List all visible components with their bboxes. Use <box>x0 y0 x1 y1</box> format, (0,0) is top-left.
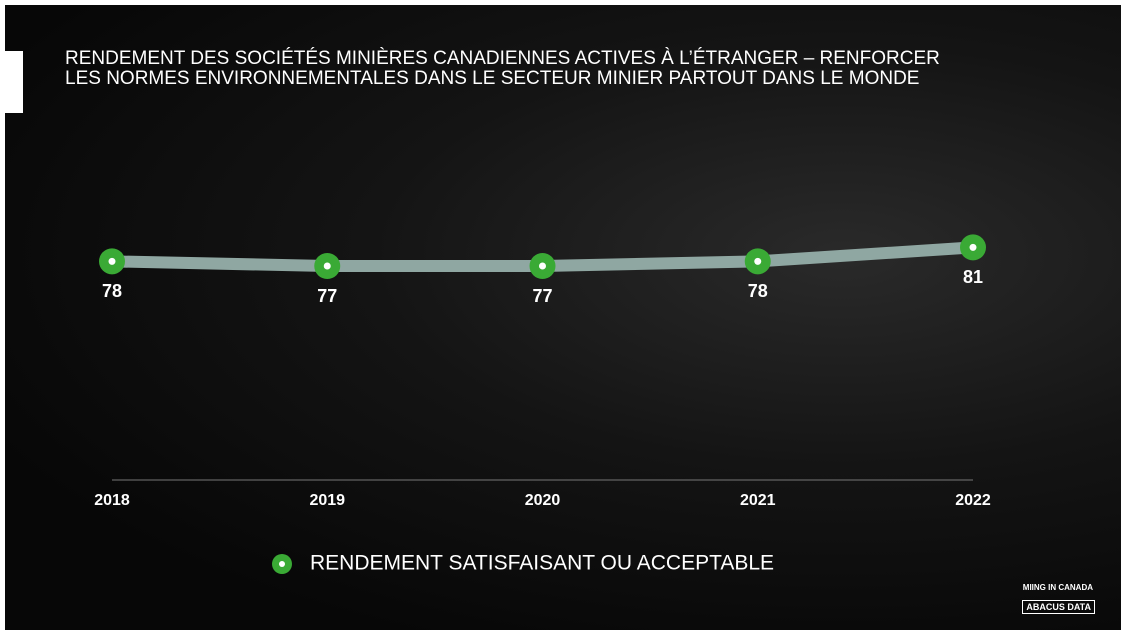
x-tick-label: 2021 <box>740 492 776 509</box>
data-label: 77 <box>532 286 552 306</box>
data-point-center <box>108 257 116 265</box>
chart-title: RENDEMENT DES SOCIÉTÉS MINIÈRES CANADIEN… <box>65 48 940 89</box>
legend-marker-center <box>279 561 285 567</box>
legend-label: RENDEMENT SATISFAISANT OU ACCEPTABLE <box>310 552 774 575</box>
chart: 2018 2019 2020 2021 2022 78 77 77 78 81 RENDEMENT … <box>94 234 991 575</box>
data-point-center <box>539 262 546 270</box>
brand-tagline: MIING IN CANADA <box>1022 583 1093 592</box>
data-label: 78 <box>748 281 768 301</box>
brand-logo: ABACUS DATA <box>1022 600 1095 614</box>
data-point-center <box>969 243 977 251</box>
data-point-center <box>323 262 331 270</box>
data-label: 81 <box>963 267 983 287</box>
accent-stripe <box>5 51 23 113</box>
x-tick-label: 2018 <box>94 492 130 509</box>
data-label: 77 <box>317 286 337 306</box>
x-tick-label: 2022 <box>955 492 991 509</box>
data-point-center <box>754 257 762 265</box>
x-tick-label: 2019 <box>309 492 345 509</box>
x-tick-label: 2020 <box>525 492 561 509</box>
data-label: 78 <box>102 281 122 301</box>
slide: RENDEMENT DES SOCIÉTÉS MINIÈRES CANADIEN… <box>5 5 1121 630</box>
